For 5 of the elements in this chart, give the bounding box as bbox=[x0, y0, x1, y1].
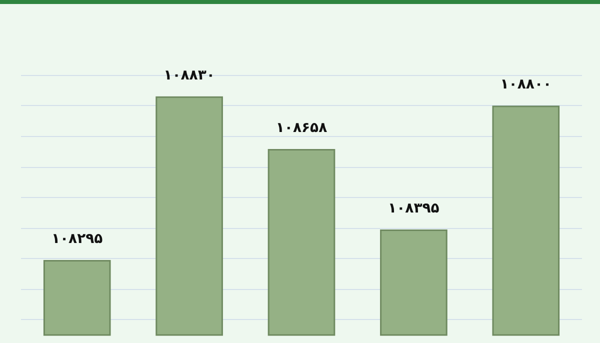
data-label: ۱۰۸۸۰۰ bbox=[500, 76, 552, 93]
data-label: ۱۰۸۳۹۵ bbox=[388, 200, 440, 216]
data-label: ۱۰۸۸۳۰ bbox=[164, 67, 215, 84]
data-label: ۱۰۸۲۹۵ bbox=[51, 231, 104, 248]
data-label: ۱۰۸۶۵۸ bbox=[276, 120, 328, 136]
